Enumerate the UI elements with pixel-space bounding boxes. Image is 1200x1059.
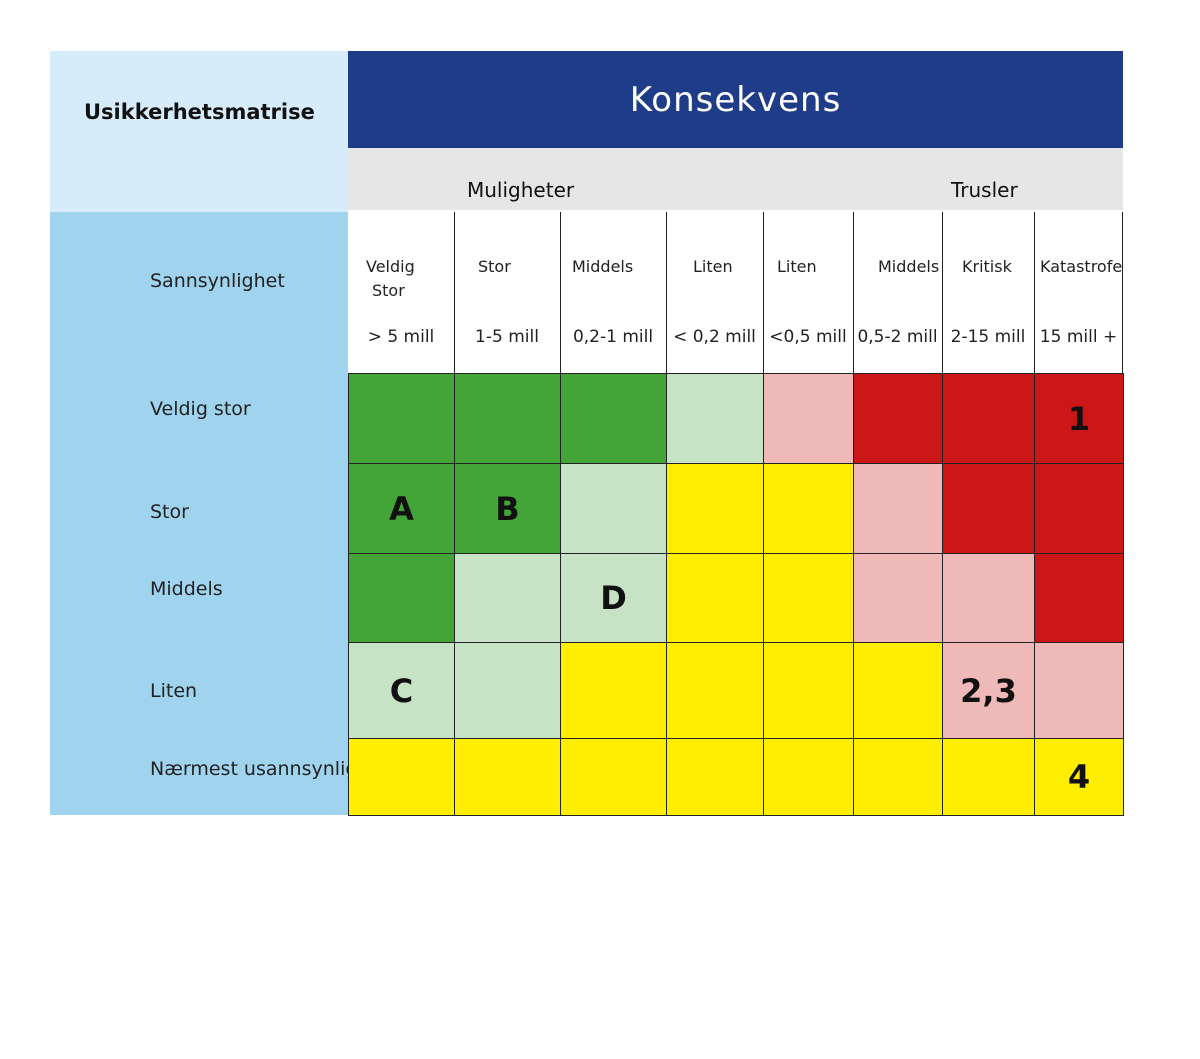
matrix-title: Usikkerhetsmatrise <box>84 100 315 124</box>
matrix-cell <box>454 373 561 464</box>
column-range: 0,5-2 mill <box>857 327 938 347</box>
matrix-cell <box>1034 463 1124 554</box>
matrix-cell <box>560 463 667 554</box>
column-header-line: Kritisk <box>962 257 1012 276</box>
matrix-cell <box>763 373 854 464</box>
matrix-cell: 2,3 <box>942 642 1035 739</box>
column-range: > 5 mill <box>367 327 435 347</box>
column-divider <box>853 212 854 374</box>
title-box <box>50 51 348 212</box>
matrix-cell: 1 <box>1034 373 1124 464</box>
column-header-line: Stor <box>478 257 511 276</box>
matrix-cell <box>942 738 1035 816</box>
matrix-cell <box>348 738 455 816</box>
matrix-cell: D <box>560 553 667 643</box>
column-header-line: Stor <box>372 281 405 300</box>
matrix-cell <box>853 738 943 816</box>
column-header: Kritisk <box>962 255 1012 279</box>
matrix-cell <box>666 553 764 643</box>
column-divider <box>560 212 561 374</box>
matrix-cell <box>763 738 854 816</box>
column-divider <box>1122 212 1123 374</box>
column-range: 2-15 mill <box>950 327 1026 347</box>
row-label: Stor <box>150 501 189 523</box>
matrix-cell: B <box>454 463 561 554</box>
row-label: Middels <box>150 578 223 600</box>
matrix-cell <box>666 373 764 464</box>
matrix-cell <box>853 373 943 464</box>
row-label-band <box>50 212 348 815</box>
matrix-cell <box>454 642 561 739</box>
konsekvens-header: Konsekvens <box>348 51 1123 148</box>
matrix-cell <box>942 553 1035 643</box>
probability-header: Sannsynlighet <box>150 270 285 292</box>
column-header-line: Liten <box>777 257 817 276</box>
row-label: Liten <box>150 680 198 702</box>
column-range: 0,2-1 mill <box>572 327 654 347</box>
matrix-cell <box>454 738 561 816</box>
column-divider <box>763 212 764 374</box>
konsekvens-label: Konsekvens <box>629 79 842 120</box>
matrix-cell <box>560 373 667 464</box>
column-header: Veldig Stor <box>366 255 415 303</box>
matrix-cell <box>1034 553 1124 643</box>
column-header: Middels <box>878 255 939 279</box>
matrix-cell <box>560 738 667 816</box>
matrix-cell <box>763 642 854 739</box>
row-label: Veldig stor <box>150 398 251 420</box>
matrix-cell <box>942 463 1035 554</box>
column-header-line: Middels <box>572 257 634 276</box>
column-range: < 0,2 mill <box>673 327 756 347</box>
matrix-cell <box>1034 642 1124 739</box>
matrix-cell <box>666 463 764 554</box>
column-range: 1-5 mill <box>475 327 539 347</box>
column-divider <box>1034 212 1035 374</box>
matrix-cell <box>666 642 764 739</box>
matrix-cell <box>853 463 943 554</box>
column-header: Middels <box>572 255 633 279</box>
column-header: Liten <box>777 255 817 279</box>
matrix-cell <box>560 642 667 739</box>
column-divider <box>666 212 667 374</box>
matrix-cell <box>348 553 455 643</box>
group-label-muligheter: Muligheter <box>467 178 575 202</box>
row-label: Nærmest usannsynlig <box>150 758 358 780</box>
column-header-line: Katastrofe <box>1040 257 1123 276</box>
matrix-cell <box>666 738 764 816</box>
column-header: Katastrofe <box>1040 255 1122 279</box>
matrix-cell <box>853 642 943 739</box>
column-range: <0,5 mill <box>769 327 847 347</box>
matrix-cell <box>454 553 561 643</box>
column-header-line: Veldig <box>366 257 415 276</box>
column-header: Stor <box>478 255 511 279</box>
matrix-cell <box>763 463 854 554</box>
matrix-cell <box>348 373 455 464</box>
matrix-cell: 4 <box>1034 738 1124 816</box>
matrix-cell <box>942 373 1035 464</box>
column-header-line: Middels <box>878 257 940 276</box>
column-divider <box>454 212 455 374</box>
matrix-cell <box>853 553 943 643</box>
matrix-cell: C <box>348 642 455 739</box>
column-range: 15 mill + <box>1039 327 1118 347</box>
matrix-cell <box>763 553 854 643</box>
column-header-line: Liten <box>693 257 733 276</box>
column-header: Liten <box>693 255 733 279</box>
column-divider <box>942 212 943 374</box>
matrix-cell: A <box>348 463 455 554</box>
group-label-trusler: Trusler <box>951 178 1018 202</box>
group-header-band <box>348 148 1123 210</box>
